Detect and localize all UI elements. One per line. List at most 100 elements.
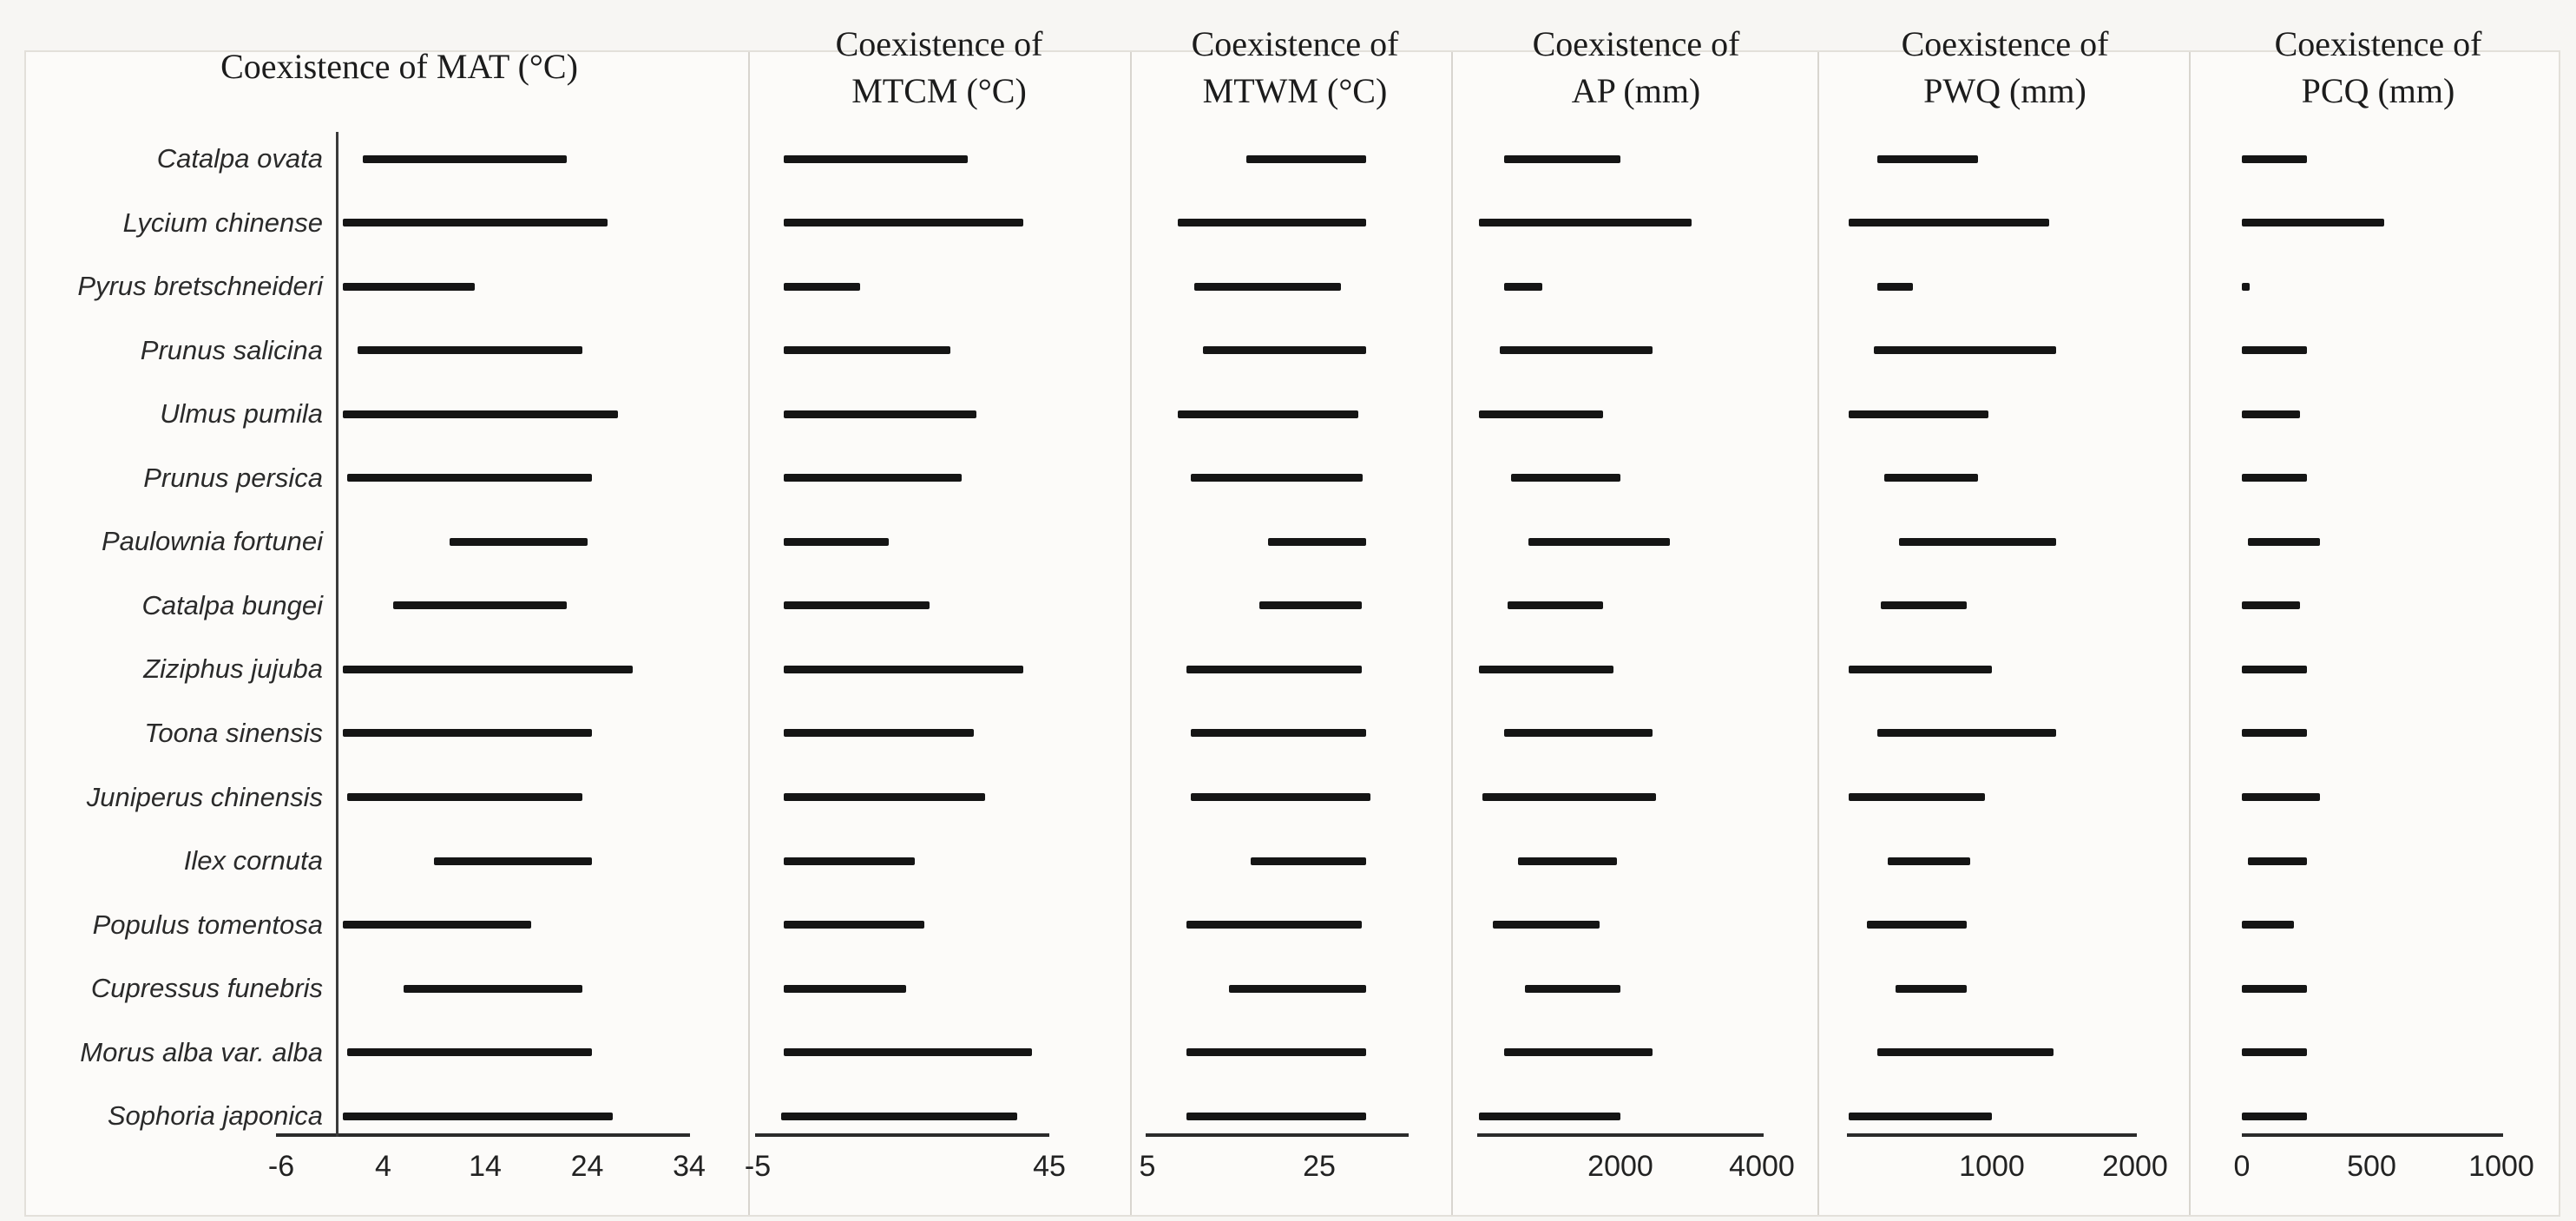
range-bar	[1881, 601, 1968, 610]
range-bar	[1507, 601, 1603, 610]
panel-title-pwq: Coexistence of PWQ (mm)	[1901, 24, 2109, 110]
x-tick-label: 5	[1139, 1150, 1156, 1183]
x-tick-label: 2000	[1587, 1150, 1653, 1183]
range-bar	[1503, 154, 1620, 163]
panel-divider	[1451, 52, 1453, 1215]
range-bar	[1190, 729, 1367, 738]
range-bar	[2242, 665, 2307, 673]
x-axis-line	[1847, 1133, 2137, 1137]
range-bar	[2242, 282, 2250, 291]
range-bar	[1877, 1048, 2054, 1057]
range-bar	[2242, 1048, 2307, 1057]
range-bar	[1245, 154, 1367, 163]
species-label: Lycium chinense	[122, 207, 323, 238]
x-axis-line	[1477, 1133, 1764, 1137]
species-axis-line	[336, 132, 339, 1137]
x-tick-label: 500	[2347, 1150, 2396, 1183]
range-bar	[1510, 474, 1620, 482]
range-bar	[1503, 1048, 1653, 1057]
species-label: Paulownia fortunei	[101, 526, 323, 557]
range-bar	[2242, 346, 2307, 355]
range-bar	[780, 1112, 1018, 1120]
range-bar	[363, 154, 567, 163]
x-axis-line	[755, 1133, 1049, 1137]
species-label: Ulmus pumila	[160, 398, 323, 430]
species-label: Catalpa ovata	[156, 143, 323, 174]
range-bar	[784, 793, 986, 801]
range-bar	[1186, 1048, 1367, 1057]
range-bar	[1203, 346, 1367, 355]
panel-title-mtwm: Coexistence of MTWM (°C)	[1191, 24, 1399, 110]
range-bar	[784, 346, 950, 355]
x-tick-label: 4	[375, 1150, 391, 1183]
x-tick-label: 14	[469, 1150, 502, 1183]
panel-title-ap: Coexistence of AP (mm)	[1532, 24, 1740, 110]
panel-divider	[748, 52, 750, 1215]
range-bar	[2242, 601, 2301, 610]
range-bar	[1877, 154, 1978, 163]
range-bar	[1524, 984, 1620, 993]
range-bar	[1186, 921, 1363, 929]
range-bar	[342, 282, 476, 291]
x-tick-label: 45	[1033, 1150, 1066, 1183]
range-bar	[342, 921, 531, 929]
figure-border	[24, 50, 2560, 1217]
range-bar	[2242, 219, 2385, 227]
range-bar	[1877, 729, 2057, 738]
species-label: Catalpa bungei	[141, 589, 323, 620]
range-bar	[1898, 537, 2057, 546]
species-label: Ziziphus jujuba	[143, 653, 323, 685]
range-bar	[2248, 857, 2307, 865]
range-bar	[2242, 154, 2307, 163]
x-tick-label: 4000	[1729, 1150, 1795, 1183]
range-bar	[347, 1048, 593, 1057]
range-bar	[1895, 984, 1968, 993]
range-bar	[1500, 346, 1653, 355]
panel-title-mat: Coexistence of MAT (°C)	[220, 47, 578, 86]
range-bar	[1479, 219, 1692, 227]
range-bar	[1177, 410, 1358, 418]
range-bar	[784, 921, 924, 929]
range-bar	[1479, 410, 1603, 418]
x-tick-label: -5	[744, 1150, 772, 1183]
range-bar	[2242, 410, 2301, 418]
range-bar	[393, 601, 567, 610]
species-label: Morus alba var. alba	[80, 1036, 323, 1067]
x-tick-label: 1000	[1959, 1150, 2025, 1183]
range-bar	[784, 410, 976, 418]
range-bar	[2242, 1112, 2307, 1120]
range-bar	[1849, 793, 1985, 801]
range-bar	[2242, 729, 2307, 738]
x-tick-label: 0	[2233, 1150, 2251, 1183]
range-bar	[342, 729, 593, 738]
species-label: Ilex cornuta	[183, 845, 323, 876]
range-bar	[2242, 793, 2320, 801]
range-bar	[358, 346, 582, 355]
range-bar	[1258, 601, 1363, 610]
x-tick-label: 25	[1303, 1150, 1336, 1183]
range-bar	[784, 984, 907, 993]
range-bar	[1250, 857, 1367, 865]
range-bar	[784, 729, 974, 738]
range-bar	[434, 857, 593, 865]
range-bar	[2242, 921, 2294, 929]
range-bar	[1849, 410, 1988, 418]
x-axis-line	[1146, 1133, 1409, 1137]
x-axis-line	[276, 1133, 690, 1137]
range-bar	[784, 665, 1023, 673]
range-bar	[1479, 665, 1613, 673]
range-bar	[342, 219, 608, 227]
range-bar	[1877, 282, 1914, 291]
species-label: Juniperus chinensis	[86, 781, 323, 812]
range-bar	[1849, 1112, 1992, 1120]
range-bar	[1503, 282, 1543, 291]
species-label: Sophoria japonica	[107, 1100, 323, 1132]
species-label: Cupressus funebris	[90, 973, 323, 1004]
range-bar	[784, 219, 1023, 227]
range-bar	[347, 474, 593, 482]
x-tick-label: 24	[570, 1150, 604, 1183]
range-bar	[1177, 219, 1367, 227]
range-bar	[1517, 857, 1617, 865]
range-bar	[1186, 1112, 1367, 1120]
range-bar	[1186, 665, 1363, 673]
